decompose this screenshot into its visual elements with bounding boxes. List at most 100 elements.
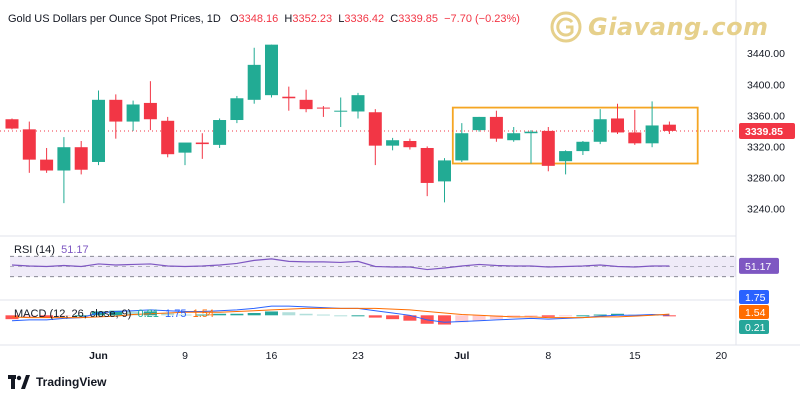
rsi-value: 51.17 bbox=[61, 244, 89, 256]
candle-body bbox=[247, 64, 261, 100]
candle-body bbox=[195, 142, 209, 145]
candle-body bbox=[126, 104, 140, 122]
candle-body bbox=[541, 130, 555, 166]
candle-body bbox=[662, 124, 676, 131]
macd-value-badge bbox=[739, 290, 769, 304]
x-tick-label: 16 bbox=[266, 350, 278, 362]
candle-body bbox=[178, 142, 192, 153]
macd-histogram-bar bbox=[386, 315, 400, 320]
macd-histogram-bar bbox=[22, 315, 36, 318]
candle-body bbox=[351, 95, 365, 112]
candle-body bbox=[22, 129, 36, 160]
macd-histogram-bar bbox=[455, 315, 469, 323]
macd-histogram-bar bbox=[161, 313, 175, 316]
candle-body bbox=[57, 147, 71, 171]
macd-histogram-bar bbox=[299, 313, 313, 316]
macd-histogram-bar bbox=[611, 313, 624, 316]
candle-body bbox=[299, 99, 313, 110]
candle-body bbox=[507, 133, 521, 141]
macd-histogram-bar bbox=[247, 313, 261, 316]
candle-body bbox=[438, 160, 451, 182]
x-tick-label: Jul bbox=[454, 350, 469, 362]
giavang-logo: Giavang.com bbox=[550, 8, 769, 46]
rsi-value-badge bbox=[739, 257, 779, 274]
logo-text: Giavang.com bbox=[588, 13, 769, 41]
candle-body bbox=[386, 140, 400, 146]
macd-badge-label: 1.75 bbox=[745, 292, 766, 304]
change-value: −7.70 (−0.23%) bbox=[444, 13, 520, 25]
macd-histogram-bar bbox=[541, 315, 555, 317]
candle-body bbox=[5, 119, 19, 129]
macd-histogram-bar bbox=[40, 315, 54, 318]
macd-signal-line bbox=[11, 307, 670, 319]
candle-body bbox=[74, 147, 88, 170]
macd-histogram-bar bbox=[178, 314, 192, 316]
x-tick-label: 23 bbox=[352, 350, 364, 362]
candle-body bbox=[368, 112, 382, 146]
y-tick-label: 3320.00 bbox=[747, 141, 785, 153]
close-label: C bbox=[390, 13, 399, 25]
macd-histogram-bar bbox=[74, 315, 88, 317]
high-label: H bbox=[284, 13, 293, 25]
macd-line-value: 1.75 bbox=[165, 308, 187, 320]
candle-body bbox=[213, 120, 227, 145]
open-value: 3348.16 bbox=[238, 13, 279, 25]
macd-legend: MACD (12, 26, close, 9) 0.21 1.75 1.54 bbox=[14, 308, 214, 320]
macd-histogram-bar bbox=[57, 315, 71, 317]
macd-histogram-bar bbox=[213, 313, 227, 316]
macd-histogram-bar bbox=[230, 313, 244, 316]
candle-body bbox=[161, 120, 175, 155]
y-tick-label: 3440.00 bbox=[747, 48, 785, 60]
macd-histogram-bar bbox=[368, 315, 382, 318]
x-tick-label: 15 bbox=[629, 350, 641, 362]
candle-body bbox=[524, 131, 538, 134]
high-value: 3352.23 bbox=[292, 13, 333, 25]
candle-body bbox=[489, 116, 503, 139]
candle-body bbox=[559, 151, 573, 162]
rsi-badge-label: 51.17 bbox=[745, 261, 771, 273]
close-value: 3339.85 bbox=[398, 13, 438, 25]
macd-badge-label: 1.54 bbox=[745, 307, 766, 319]
y-tick-label: 3360.00 bbox=[747, 110, 785, 122]
rsi-title: RSI (14) bbox=[14, 244, 55, 256]
candle-body bbox=[230, 98, 244, 121]
candle-body bbox=[143, 102, 157, 120]
macd-histogram-bar bbox=[282, 312, 296, 316]
candle-body bbox=[40, 159, 54, 171]
macd-badge-label: 0.21 bbox=[745, 322, 766, 334]
x-tick-label: 9 bbox=[182, 350, 188, 362]
macd-histogram-bar bbox=[403, 315, 417, 321]
candle-body bbox=[645, 125, 659, 144]
macd-title: MACD (12, 26, close, 9) bbox=[14, 308, 132, 320]
candle-body bbox=[576, 141, 590, 152]
y-tick-label: 3240.00 bbox=[747, 204, 785, 216]
macd-histogram-bar bbox=[524, 315, 538, 317]
macd-histogram-bar bbox=[472, 315, 486, 321]
candle-body bbox=[420, 147, 434, 183]
macd-hist-value: 0.21 bbox=[137, 308, 159, 320]
symbol-title: Gold US Dollars per Ounce Spot Prices bbox=[8, 13, 201, 25]
x-tick-label: 20 bbox=[715, 350, 727, 362]
consolidation-range-box bbox=[451, 106, 699, 165]
tradingview-footer[interactable]: TradingView bbox=[8, 375, 106, 389]
candle-body bbox=[282, 96, 296, 99]
macd-signal-value: 1.54 bbox=[192, 308, 215, 320]
low-label: L bbox=[338, 13, 345, 25]
candle-body bbox=[92, 99, 105, 162]
candle-body bbox=[472, 116, 486, 131]
candle-body bbox=[109, 99, 123, 122]
macd-histogram-bar bbox=[126, 311, 140, 316]
macd-histogram-bar bbox=[195, 314, 209, 316]
macd-histogram-bar bbox=[438, 315, 451, 325]
candle-body bbox=[628, 132, 642, 144]
tradingview-label: TradingView bbox=[36, 375, 107, 389]
interval-label: 1D bbox=[206, 13, 221, 25]
y-tick-label: 3280.00 bbox=[747, 173, 785, 185]
candle-body bbox=[611, 118, 624, 133]
macd-histogram-bar bbox=[576, 315, 590, 317]
macd-histogram-bar bbox=[662, 315, 676, 317]
candle-body bbox=[265, 44, 278, 96]
last-price-badge bbox=[739, 123, 795, 140]
